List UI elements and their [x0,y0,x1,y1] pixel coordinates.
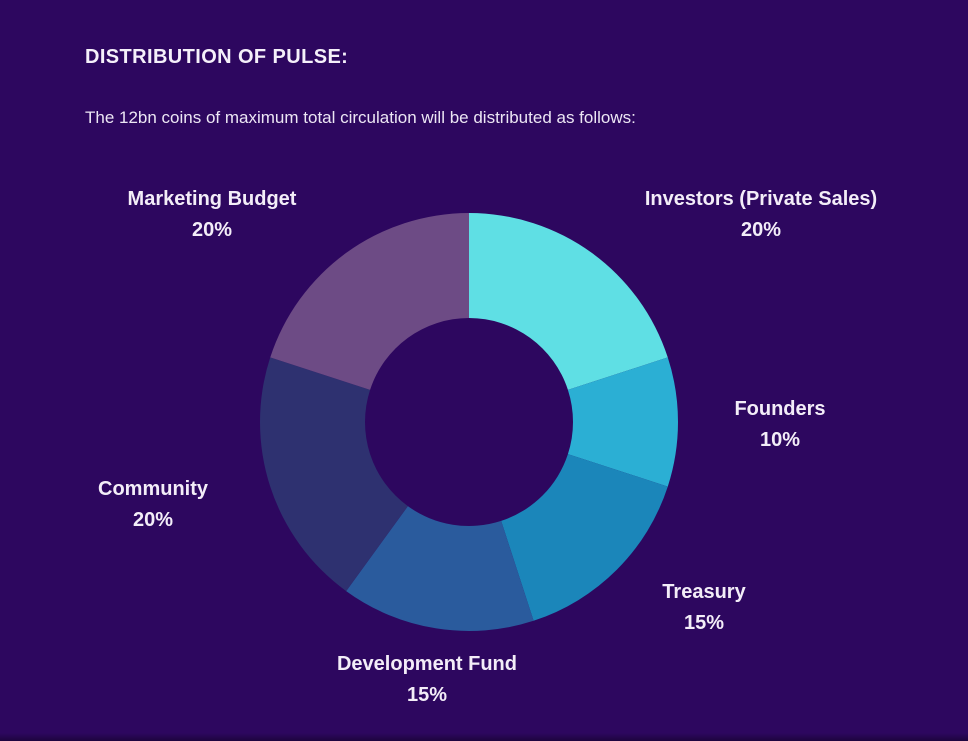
slice-label-treasury: Treasury 15% [614,577,794,639]
slice-label-name: Marketing Budget [127,188,297,210]
pie-slice-investors-private-sales [469,213,668,390]
slice-label-marketing-budget: Marketing Budget 20% [92,184,332,246]
slice-label-value: 20% [740,219,782,241]
slice-label-name: Treasury [662,581,746,603]
slice-label-value: 10% [759,429,801,451]
slice-label-value: 20% [132,509,174,531]
pie-slice-community [260,357,408,592]
page-title: DISTRIBUTION OF PULSE: [85,46,349,69]
slice-label-name: Community [98,478,208,500]
slice-label-name: Investors (Private Sales) [644,188,878,210]
slice-label-value: 15% [406,684,448,706]
slice-label-founders: Founders 10% [690,394,870,456]
slice-label-value: 15% [683,612,725,634]
pie-slice-treasury [501,454,668,621]
slice-label-name: Development Fund [336,653,517,675]
slice-label-community: Community 20% [63,474,243,536]
page-subtitle: The 12bn coins of maximum total circulat… [85,108,636,127]
pie-slice-development-fund [346,506,534,631]
pie-slice-marketing-budget [270,213,469,390]
slice-label-name: Founders [734,398,826,420]
slice-label-development-fund: Development Fund 15% [297,649,557,711]
pie-slice-founders [567,357,678,487]
slice-label-value: 20% [191,219,233,241]
slice-label-investors-private-sales: Investors (Private Sales) 20% [600,184,922,246]
